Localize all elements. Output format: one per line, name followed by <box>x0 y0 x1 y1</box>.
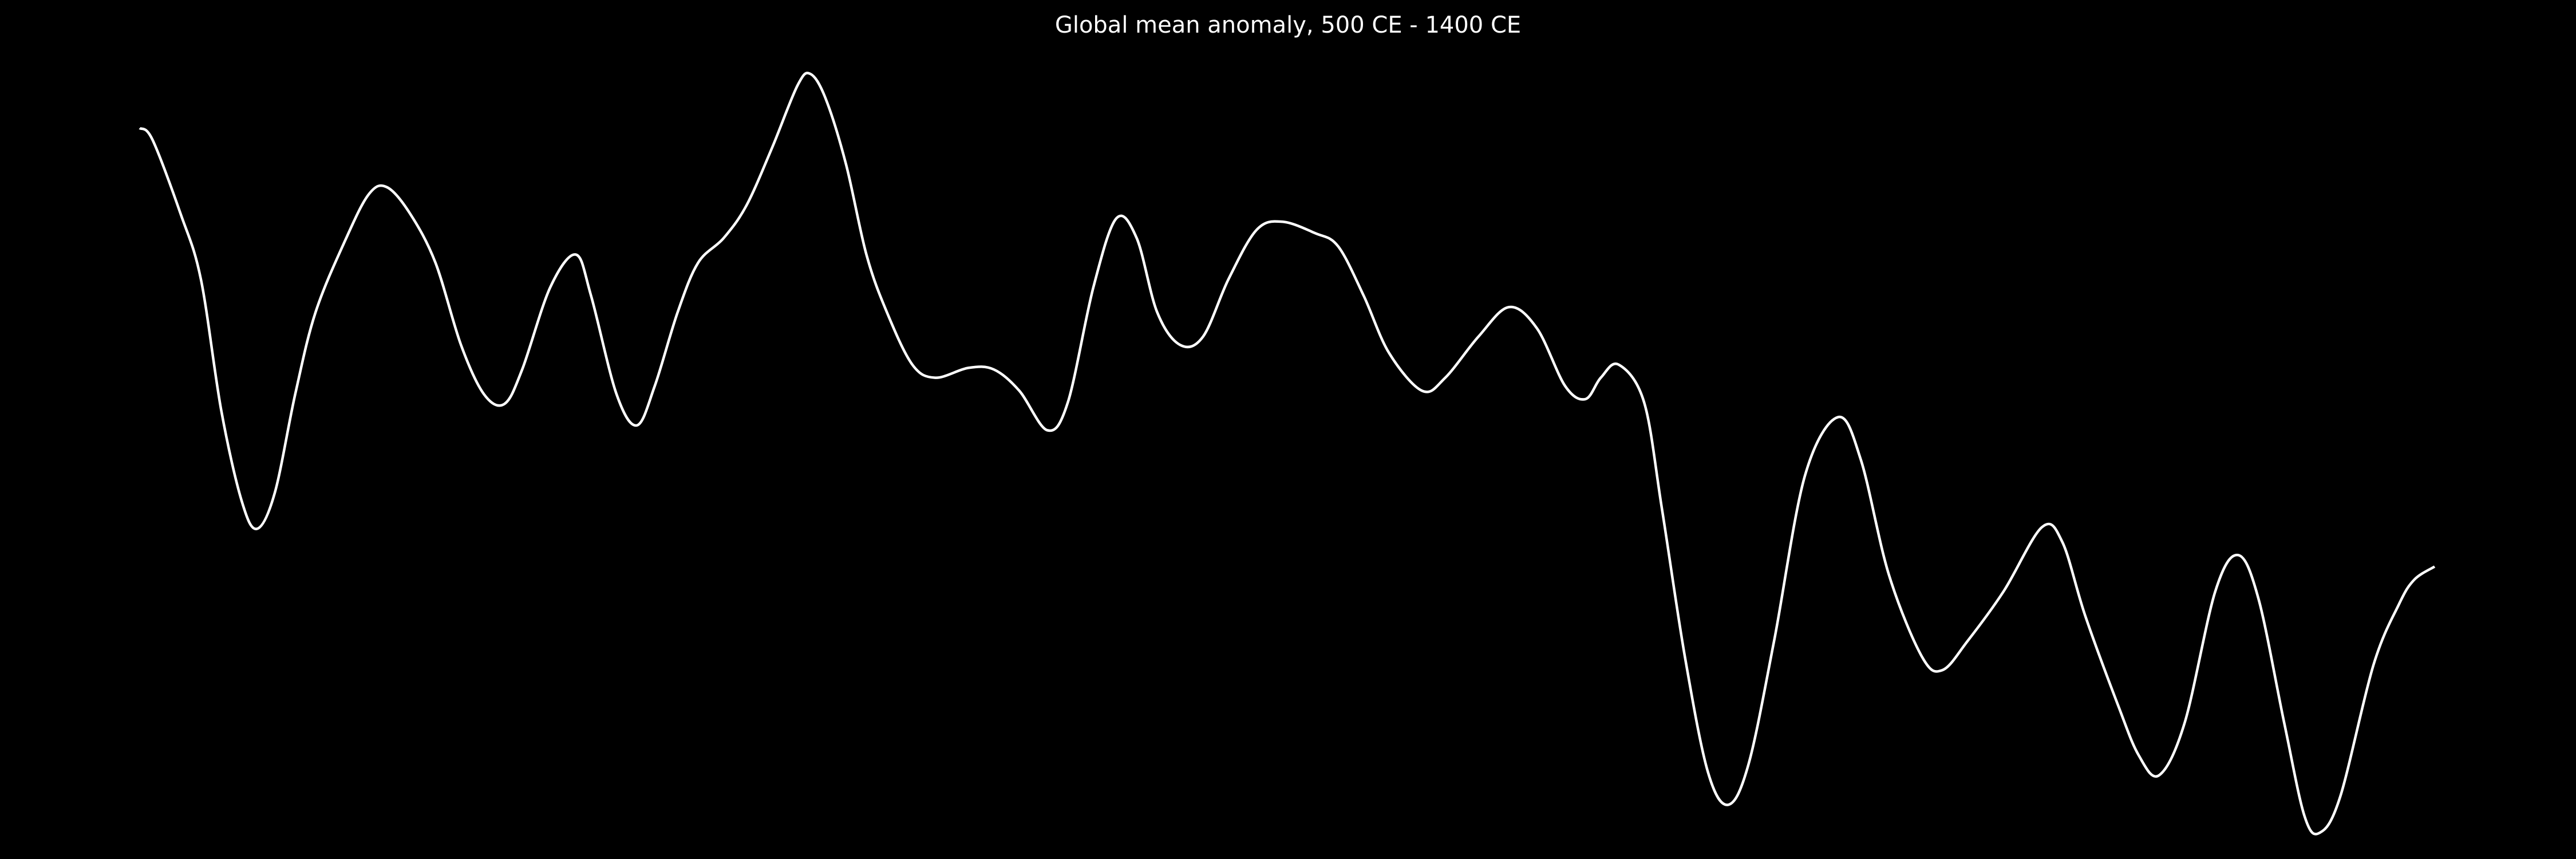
data-line <box>139 72 2436 836</box>
chart-title: Global mean anomaly, 500 CE - 1400 CE <box>1055 12 1521 38</box>
